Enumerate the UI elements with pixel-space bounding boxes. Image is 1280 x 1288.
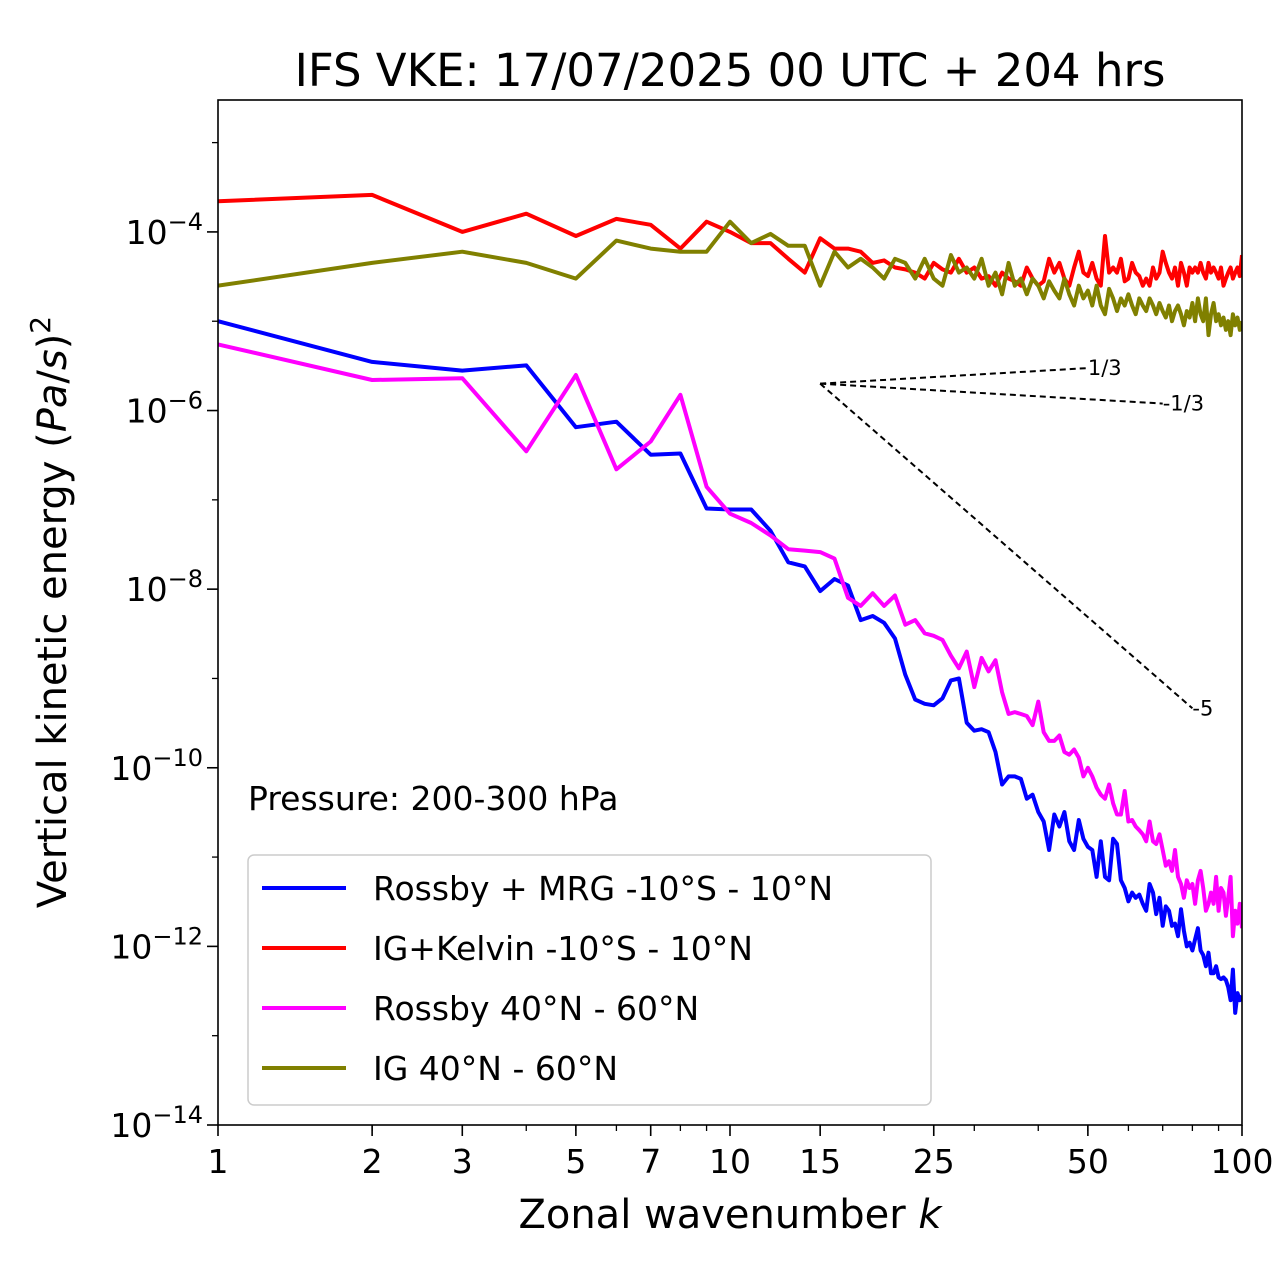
- legend-label-3: Rossby 40°N - 60°N: [373, 989, 699, 1028]
- legend-label-2: IG+Kelvin -10°S - 10°N: [373, 929, 753, 968]
- pressure-annotation: Pressure: 200-300 hPa: [248, 779, 618, 818]
- series-line-3: [218, 342, 1242, 939]
- reference-slope-line-1: [820, 367, 1088, 385]
- series-line-2: [218, 192, 1242, 288]
- y-tick-label: 10−12: [110, 922, 203, 966]
- x-tick-label: 25: [913, 1142, 955, 1181]
- reference-slope-label-3: -5: [1192, 696, 1213, 720]
- y-tick-label: 10−10: [110, 744, 203, 788]
- reference-slope-line-2: [820, 382, 1163, 405]
- x-axis-label: Zonal wavenumber k: [518, 1192, 943, 1238]
- reference-slopes: 1/3 -1/3 -5: [819, 356, 1213, 720]
- y-axis: 10−4 10−6 10−8 10−10 10−12 10−14: [110, 141, 218, 1145]
- x-tick-label: 3: [452, 1142, 473, 1181]
- series-line-4: [218, 219, 1242, 338]
- x-tick-label: 10: [709, 1142, 751, 1181]
- reference-slope-label-1: 1/3: [1088, 356, 1122, 380]
- legend: Rossby + MRG -10°S - 10°N IG+Kelvin -10°S…: [247, 854, 932, 1106]
- legend-box: [247, 854, 932, 1106]
- y-tick-label: 10−4: [126, 208, 203, 252]
- x-tick-label: 2: [362, 1142, 383, 1181]
- x-tick-label: 7: [640, 1142, 661, 1181]
- x-tick-label: 5: [565, 1142, 586, 1181]
- y-tick-label: 10−6: [126, 387, 203, 431]
- x-tick-label: 1: [208, 1142, 229, 1181]
- y-axis-label: Vertical kinetic energy (Pa/s)2: [24, 316, 76, 908]
- legend-label-1: Rossby + MRG -10°S - 10°N: [373, 869, 833, 908]
- legend-label-4: IG 40°N - 60°N: [373, 1049, 618, 1088]
- y-tick-label: 10−8: [126, 565, 203, 609]
- x-tick-label: 50: [1067, 1142, 1109, 1181]
- x-tick-label: 15: [799, 1142, 841, 1181]
- reference-slope-label-2: -1/3: [1163, 392, 1204, 416]
- y-tick-label: 10−14: [110, 1101, 203, 1145]
- x-axis: 1 2 3 5 7 10 15 25 50 100: [208, 1125, 1274, 1181]
- x-tick-label: 100: [1211, 1142, 1274, 1181]
- reference-slope-line-3: [819, 382, 1194, 710]
- series-layer: [218, 192, 1242, 1015]
- chart-title: IFS VKE: 17/07/2025 00 UTC + 204 hrs: [295, 44, 1166, 97]
